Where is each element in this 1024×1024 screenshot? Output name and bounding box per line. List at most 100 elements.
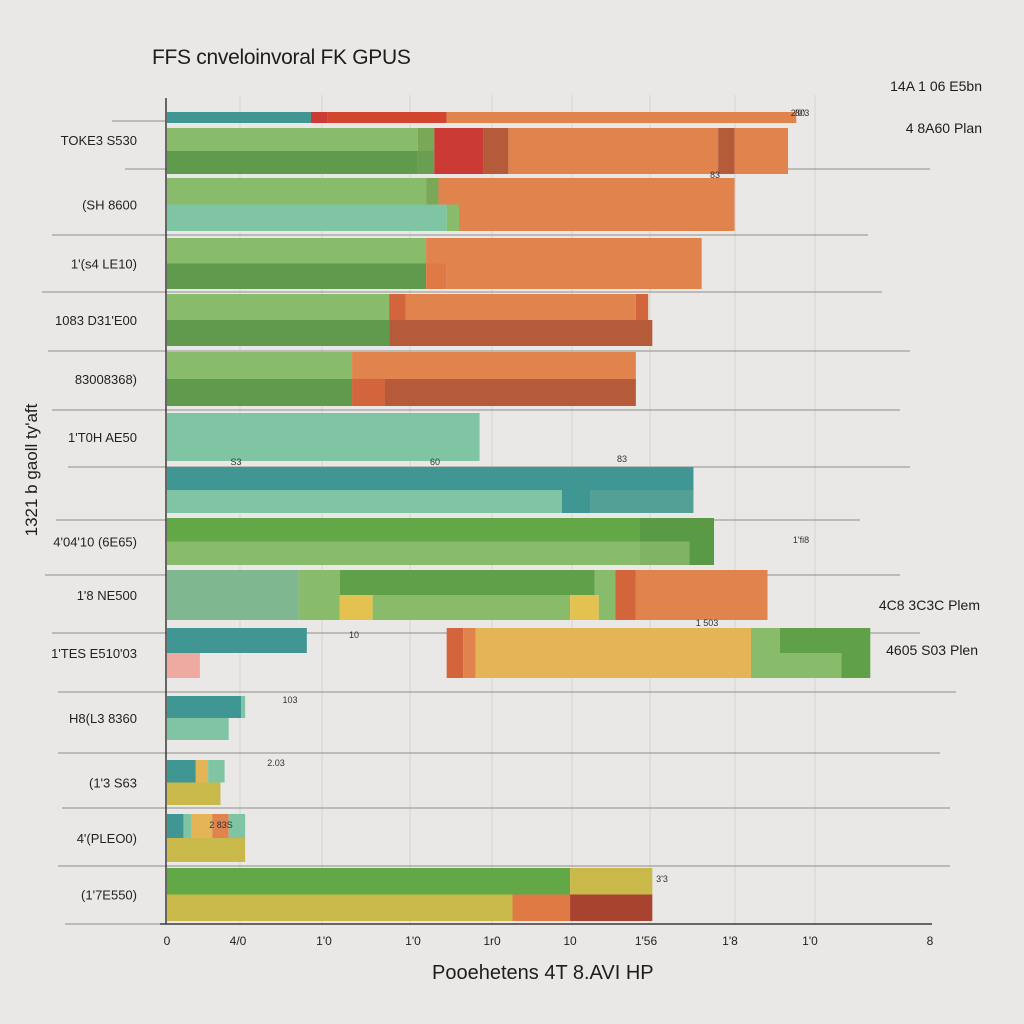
bar-segment — [841, 653, 871, 678]
bar-segment — [167, 352, 353, 379]
bar-segment — [475, 653, 752, 678]
bar-segment — [475, 628, 752, 653]
bar-segment — [310, 112, 328, 123]
y-tick-label: 4'04'10 (6E65) — [53, 535, 137, 550]
y-tick-label: 1083 D31'E00 — [55, 313, 137, 328]
x-tick-label: 10 — [563, 934, 577, 948]
y-tick-label: (1'3 S63 — [89, 776, 137, 791]
bar-segment — [167, 379, 353, 406]
bar-segment — [426, 178, 439, 205]
bar-segment — [434, 151, 484, 174]
bar-segment — [384, 379, 636, 406]
bar-segment — [734, 151, 789, 174]
bar-segment — [508, 128, 719, 151]
bar-segment — [167, 570, 299, 595]
data-annotation: 3'3 — [656, 874, 668, 884]
bar-segment — [635, 570, 768, 595]
x-tick-label: 1'0 — [316, 934, 332, 948]
data-annotation: 83 — [710, 170, 720, 180]
bar-segment — [446, 204, 460, 231]
y-tick-label: H8(L3 8360 — [69, 711, 137, 726]
bar-segment — [167, 718, 229, 740]
data-annotation: 80 — [795, 108, 805, 118]
data-annotation: 10 — [349, 630, 359, 640]
data-annotation: 1 503 — [696, 618, 719, 628]
data-annotation: 2'0'3 — [791, 108, 809, 118]
bar-segment — [751, 628, 780, 653]
data-annotation: S3 — [230, 457, 241, 467]
bar-segment — [167, 178, 427, 205]
bar-segment — [167, 320, 390, 346]
bar-segment — [434, 128, 484, 151]
bar-segment — [167, 814, 184, 838]
bar-segment — [183, 814, 192, 838]
bar-segment — [508, 151, 719, 174]
bar-segment — [615, 570, 636, 595]
y-tick-label: 4'(PLEO0) — [77, 831, 137, 846]
side-annotation: 4605 S03 Plen — [886, 642, 978, 658]
bar-segment — [167, 413, 480, 461]
x-tick-label: 0 — [164, 934, 171, 948]
bar-segment — [446, 628, 464, 653]
side-annotation: 4 8A60 Plan — [905, 120, 982, 136]
bar-segment — [167, 263, 427, 289]
bar-segment — [438, 178, 735, 205]
bar-segment — [191, 814, 213, 838]
bar-segment — [352, 379, 385, 406]
y-tick-label: 1'8 NE500 — [77, 588, 137, 603]
chart-title: FFS cnveloinvoral FK GPUS — [152, 46, 411, 69]
bar-segment — [561, 490, 591, 513]
y-tick-label: 1'T0H AE50 — [68, 430, 137, 445]
bar-segment — [459, 204, 735, 231]
data-annotation: 83 — [617, 454, 627, 464]
bar-segment — [734, 128, 789, 151]
x-tick-label: 8 — [927, 934, 934, 948]
bar-segment — [167, 541, 640, 565]
bar-segment — [298, 595, 340, 620]
bar-segment — [483, 128, 509, 151]
bar-segment — [167, 838, 246, 862]
bar-segment — [167, 868, 571, 895]
bar-segment — [594, 570, 616, 595]
bar-segment — [689, 541, 715, 565]
bar-segment — [298, 570, 340, 595]
x-tick-label: 1'0 — [405, 934, 421, 948]
data-annotation: 60 — [430, 457, 440, 467]
bar-segment — [483, 151, 509, 174]
bar-segment — [327, 112, 447, 123]
bar-segment — [463, 628, 476, 653]
bar-segment — [167, 112, 311, 123]
data-annotation: 2 83S — [209, 820, 233, 830]
bar-segment — [167, 894, 513, 921]
bar-segment — [426, 238, 702, 264]
bar-segment — [635, 595, 768, 620]
bar-segment — [751, 653, 842, 678]
bar-segment — [417, 128, 435, 151]
bar-segment — [167, 204, 447, 231]
bar-segment — [446, 653, 464, 678]
bar-segment — [339, 595, 373, 620]
bar-segment — [615, 595, 636, 620]
bar-segment — [352, 352, 636, 379]
bar-segment — [718, 128, 735, 151]
bar-segment — [635, 294, 649, 320]
bar-segment — [405, 294, 636, 320]
bar-segment — [167, 467, 694, 490]
bar-segment — [639, 541, 690, 565]
y-tick-label: 1'TES E510'03 — [51, 646, 137, 661]
x-tick-label: 1'56 — [635, 934, 658, 948]
data-annotation: 103 — [282, 695, 297, 705]
bar-segment — [426, 263, 447, 289]
bar-segment — [446, 112, 797, 123]
bar-segment — [228, 814, 246, 838]
bar-segment — [167, 782, 221, 805]
bar-segment — [241, 696, 246, 718]
data-annotation: 2.03 — [267, 758, 285, 768]
bar-segment — [167, 595, 299, 620]
bar-segment — [446, 263, 702, 289]
x-tick-label: 1r0 — [483, 934, 501, 948]
bar-segment — [570, 894, 653, 921]
bar-segment — [598, 595, 616, 620]
